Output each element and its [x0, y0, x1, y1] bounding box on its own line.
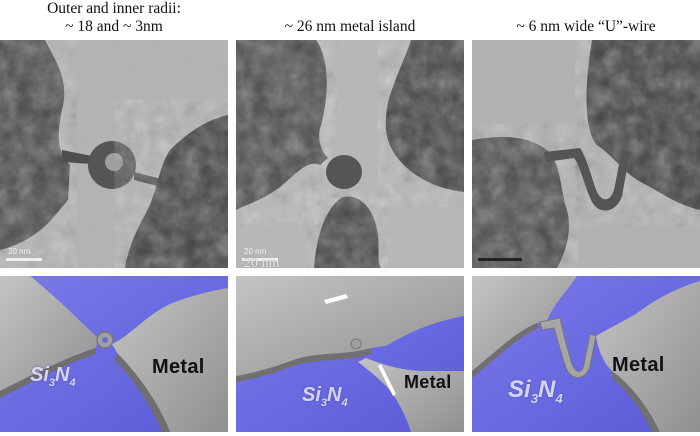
scale-label-overlay: 20 nm [244, 256, 280, 269]
caption-left: Outer and inner radii: ~ 18 and ~ 3nm [0, 0, 228, 36]
tem-image-u-wire [472, 40, 700, 268]
tem-image-ring: 20 nm [0, 40, 228, 268]
metal-label-middle: Metal [404, 372, 452, 392]
render-u-wire: Si3N4 Metal [472, 276, 700, 432]
caption-left-line1: Outer and inner radii: [47, 0, 181, 17]
metal-label-left: Metal [152, 356, 205, 378]
substrate-label-si3n4-right: Si3N4 [508, 376, 563, 406]
caption-middle: ~ 26 nm metal island [284, 18, 416, 35]
scale-label-left: 20 nm [8, 247, 31, 256]
substrate-label-si3n4-left: Si3N4 [30, 364, 76, 389]
render-ring: Si3N4 Metal [0, 276, 228, 432]
tem-image-island: 20 nm 20 nm [236, 40, 464, 268]
substrate-label-si3n4-middle: Si3N4 [302, 384, 348, 409]
scale-label-middle: 20 nm [244, 247, 267, 256]
caption-right: ~ 6 nm wide “U”-wire [516, 18, 656, 35]
render-island: Si3N4 Metal [236, 276, 464, 432]
metal-label-right: Metal [612, 354, 665, 376]
caption-left-line2: ~ 18 and ~ 3nm [65, 18, 163, 35]
